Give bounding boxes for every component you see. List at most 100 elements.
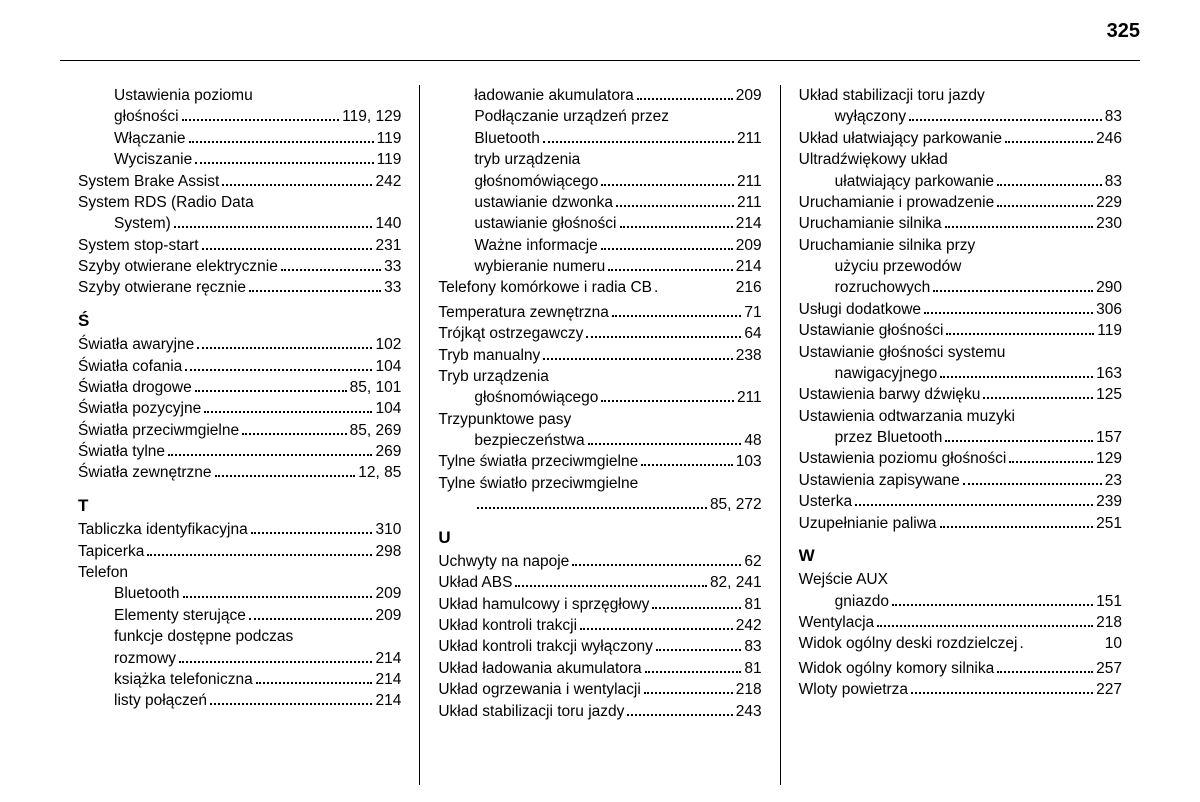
index-entry-pages: 239 (1096, 491, 1122, 512)
index-entry-label: ułatwiający parkowanie (835, 171, 994, 192)
leader-dots (249, 607, 373, 620)
leader-dots (197, 336, 372, 349)
index-entry-label: Wejście AUX (799, 569, 888, 590)
index-entry: Uzupełnianie paliwa251 (799, 513, 1122, 534)
index-entry-pages: 33 (384, 277, 401, 298)
index-entry-pages: 246 (1096, 128, 1122, 149)
leader-dots (202, 236, 373, 249)
leader-dots (641, 453, 733, 466)
index-entry-label: Trójkąt ostrzegawczy (438, 323, 583, 344)
index-entry: Układ ułatwiający parkowanie 246 (799, 128, 1122, 149)
index-entry-label: Układ stabilizacji toru jazdy (799, 85, 985, 106)
index-entry-label: Tabliczka identyfikacyjna (78, 519, 248, 540)
index-entry-pages: 298 (375, 541, 401, 562)
index-entry: listy połączeń214 (78, 690, 401, 711)
index-entry: wybieranie numeru214 (438, 256, 761, 277)
index-entry: Ustawienia poziomu głośności129 (799, 448, 1122, 469)
index-entry: Światła tylne269 (78, 441, 401, 462)
index-entry-label: Tylne światła przeciwmgielne (438, 451, 638, 472)
index-entry: Ustawianie głośności119 (799, 320, 1122, 341)
index-entry: 85, 272 (438, 494, 761, 515)
index-entry: Układ kontroli trakcji242 (438, 615, 761, 636)
index-entry-pages: 119 (377, 149, 402, 170)
index-entry-label: Układ ogrzewania i wentylacji (438, 679, 640, 700)
leader-dots (168, 443, 372, 456)
index-entry-line: użyciu przewodów (799, 256, 1122, 277)
index-entry-label: Uchwyty na napoje (438, 551, 569, 572)
index-entry-pages: 214 (375, 669, 401, 690)
leader-dots (601, 172, 734, 185)
index-entry-label: Układ ABS (438, 572, 512, 593)
index-entry-line: Podłączanie urządzeń przez (438, 106, 761, 127)
index-entry-pages: 71 (744, 302, 761, 323)
index-entry: Światła przeciwmgielne85, 269 (78, 420, 401, 441)
leader-dots (877, 614, 1093, 627)
leader-dots (652, 596, 741, 609)
leader-dots (210, 692, 372, 705)
index-entry: ustawianie głośności214 (438, 213, 761, 234)
index-entry-label: Ustawienia zapisywane (799, 470, 960, 491)
index-entry-line: Uruchamianie silnika przy (799, 235, 1122, 256)
index-entry-pages: 238 (736, 345, 762, 366)
index-entry: nawigacyjnego163 (799, 363, 1122, 384)
index-entry-label: Uruchamianie i prowadzenie (799, 192, 995, 213)
index-entry-pages: 214 (375, 648, 401, 669)
index-section-head: Ś (78, 309, 401, 332)
index-entry: Trójkąt ostrzegawczy 64 (438, 323, 761, 344)
index-entry-label: Telefony komórkowe i radia CB (438, 277, 652, 298)
index-entry-label: książka telefoniczna (114, 669, 253, 690)
index-entry: Uruchamianie i prowadzenie229 (799, 192, 1122, 213)
leader-dots (179, 649, 372, 662)
index-section-head: U (438, 526, 761, 549)
leader-dots (580, 617, 733, 630)
index-entry: ładowanie akumulatora209 (438, 85, 761, 106)
index-entry: Temperatura zewnętrzna71 (438, 302, 761, 323)
index-entry-label: Telefon (78, 562, 128, 583)
index-entry-pages: 85, 269 (350, 420, 402, 441)
index-entry: Uchwyty na napoje62 (438, 551, 761, 572)
index-entry-pages: 64 (744, 323, 761, 344)
leader-dots (601, 236, 733, 249)
leader-dots (185, 357, 372, 370)
index-entry-pages: 251 (1096, 513, 1122, 534)
index-entry-pages: 81 (744, 658, 761, 679)
index-entry-label: użyciu przewodów (835, 256, 962, 277)
index-entry-pages: 211 (737, 171, 762, 192)
index-entry-pages: 216 (736, 277, 762, 298)
index-entry-label: Układ kontroli trakcji (438, 615, 577, 636)
index-entry: Szyby otwierane ręcznie 33 (78, 277, 401, 298)
leader-dots (644, 681, 733, 694)
index-entry-line: Trzypunktowe pasy (438, 409, 761, 430)
index-entry-pages: 209 (375, 583, 401, 604)
index-entry-line: Ustawianie głośności systemu (799, 342, 1122, 363)
index-entry-label: Światła pozycyjne (78, 398, 201, 419)
index-entry-pages: 269 (375, 441, 401, 462)
index-entry: rozmowy214 (78, 648, 401, 669)
leader-dots (997, 172, 1102, 185)
index-entry-label: Układ ułatwiający parkowanie (799, 128, 1002, 149)
leader-dots (195, 379, 347, 392)
index-entry-label: Szyby otwierane ręcznie (78, 277, 246, 298)
index-entry-line: Ustawienia poziomu (78, 85, 401, 106)
leader-dots (997, 660, 1093, 673)
index-entry-pages: 306 (1096, 299, 1122, 320)
index-entry-pages: 310 (375, 519, 401, 540)
index-entry-label: Widok ogólny deski rozdzielczej (799, 633, 1018, 654)
index-entry-label: wybieranie numeru (474, 256, 605, 277)
index-entry-label: bezpieczeństwa (474, 430, 584, 451)
leader-dots (608, 258, 732, 271)
index-entry-pages: 119 (377, 128, 402, 149)
index-entry-label: Ustawianie głośności systemu (799, 342, 1006, 363)
index-section-head: W (799, 544, 1122, 567)
index-entry-pages: 81 (744, 594, 761, 615)
index-entry: Widok ogólny komory silnika257 (799, 658, 1122, 679)
index-entry: bezpieczeństwa48 (438, 430, 761, 451)
leader-dots (204, 400, 372, 413)
index-entry-pages: 119 (1097, 320, 1122, 341)
index-entry-pages: 82, 241 (710, 572, 762, 593)
index-entry-label: Tryb manualny (438, 345, 540, 366)
index-entry-pages: 23 (1105, 470, 1122, 491)
leader-dots (147, 542, 372, 555)
index-entry: System stop-start231 (78, 235, 401, 256)
index-entry-label: listy połączeń (114, 690, 207, 711)
